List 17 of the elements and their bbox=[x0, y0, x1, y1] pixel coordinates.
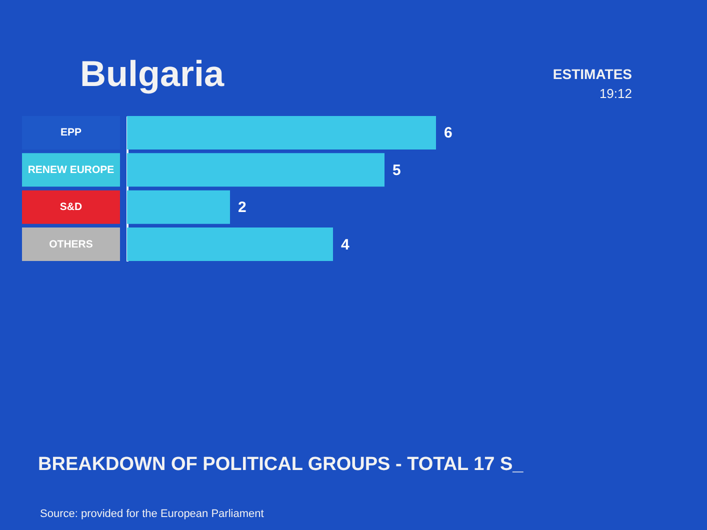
y-tick-label: EPP bbox=[60, 126, 82, 139]
text: BREAKDOWN OF POLITICAL GROUPS - TOTAL 17 S_ bbox=[38, 454, 524, 475]
y-tick-label: OTHERS bbox=[49, 238, 93, 250]
data-label: 2 bbox=[238, 199, 246, 216]
text: ESTIMATES bbox=[552, 66, 632, 82]
data-label: 5 bbox=[392, 162, 401, 179]
bar bbox=[127, 153, 384, 187]
chart-title: Bulgaria bbox=[80, 53, 226, 94]
bar bbox=[127, 116, 436, 150]
y-tick-label: S&D bbox=[60, 201, 82, 214]
y-tick-label: RENEW EUROPE bbox=[28, 164, 114, 176]
source-note: Source: provided for the European Parliament bbox=[40, 508, 264, 520]
text: 19:12 bbox=[599, 86, 632, 101]
bar bbox=[127, 190, 230, 224]
data-label: 6 bbox=[444, 124, 452, 142]
bar bbox=[127, 228, 333, 261]
data-label: 4 bbox=[341, 236, 350, 254]
